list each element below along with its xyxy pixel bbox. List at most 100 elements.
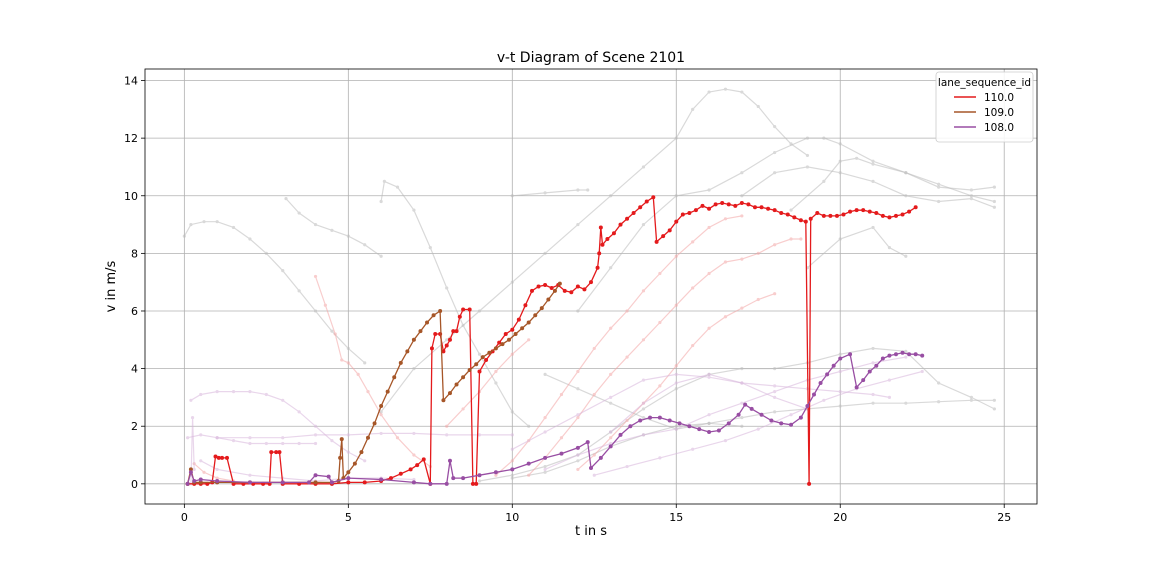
background-point [920,369,924,374]
background-point [379,254,383,258]
background-point [625,464,629,469]
background-point [658,384,662,388]
background-point [756,427,760,431]
data-point [247,480,252,485]
data-point [198,480,203,485]
background-point [543,191,547,195]
data-point [398,360,403,365]
legend-label: 110.0 [984,92,1014,104]
background-trajectory [592,369,924,477]
data-point [559,451,564,456]
background-point [805,165,810,169]
data-point [433,332,438,337]
data-point [638,418,643,423]
data-point [441,398,446,403]
data-point [772,208,777,213]
background-point [773,243,777,247]
background-point [543,372,547,376]
background-point [412,477,416,482]
background-point [838,390,842,394]
background-trajectory-line [446,339,530,427]
data-point [339,437,344,442]
background-point [740,194,744,198]
background-point [313,309,318,313]
data-point [392,375,397,380]
background-point [313,222,318,227]
background-point [625,309,629,313]
background-point [346,433,350,437]
data-point [415,463,420,468]
background-point [740,214,744,218]
data-point [707,206,712,211]
background-point [871,346,875,351]
y-tick-label: 10 [124,190,138,203]
data-point [474,362,479,367]
background-point [543,251,547,255]
background-point [379,431,383,436]
data-point [306,480,311,485]
data-point [674,219,679,224]
data-point [913,352,918,357]
background-point [592,392,596,397]
background-point [707,225,711,230]
data-point [716,428,721,433]
background-point [297,410,301,414]
legend-label: 108.0 [984,122,1014,134]
background-point [609,266,613,270]
data-point [447,391,452,396]
background-point [559,392,564,397]
background-point [756,251,760,255]
data-point [807,481,812,486]
background-trajectory-line [190,391,365,462]
data-point [510,327,515,332]
background-point [281,441,285,446]
background-point [346,450,350,454]
background-point [937,381,941,385]
background-point [838,159,842,163]
background-point [346,234,350,238]
data-point [507,337,512,342]
background-point [313,274,318,279]
data-point [188,470,193,475]
data-point [631,211,636,216]
data-point [484,357,489,362]
data-point [913,205,918,210]
data-point [907,352,912,357]
background-point [992,407,996,411]
background-point [190,415,195,420]
data-point [825,372,830,377]
background-point [510,473,514,477]
background-point [609,372,613,376]
background-point [576,467,580,472]
background-point [691,286,695,290]
data-point [713,202,718,207]
background-point [297,289,301,293]
background-point [625,418,629,423]
background-point [461,407,465,411]
background-point [231,390,236,394]
background-point [641,289,646,293]
background-point [969,395,974,400]
background-point [740,306,744,310]
background-point [412,367,416,371]
data-point [470,481,475,486]
data-point [628,424,633,429]
background-point [363,459,367,463]
data-point [529,288,534,293]
data-point [828,213,833,218]
data-point [536,284,541,289]
background-point [740,415,744,420]
data-point [451,476,456,481]
background-point [904,254,908,258]
data-point [539,306,544,311]
data-point [880,356,885,361]
data-point [598,455,603,460]
data-point [520,326,525,331]
data-point [789,422,794,427]
background-point [789,208,793,212]
data-point [779,421,784,426]
background-point [189,398,193,402]
data-point [733,203,738,208]
background-trajectory [182,220,367,365]
